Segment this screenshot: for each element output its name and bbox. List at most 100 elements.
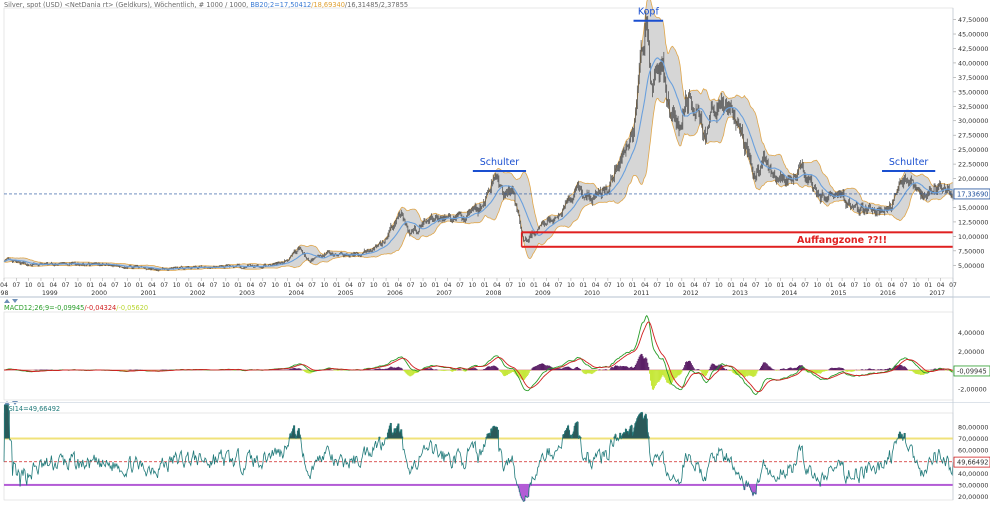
month-label: 04 — [789, 282, 797, 289]
month-label: 04 — [690, 282, 698, 289]
month-label: 04 — [937, 282, 945, 289]
header-part: /18,69340 — [311, 1, 345, 9]
year-label: 2007 — [436, 290, 452, 297]
price-axis-label: 47,50000 — [958, 16, 989, 24]
month-label: 04 — [641, 282, 649, 289]
month-label: 10 — [863, 282, 871, 289]
month-label: 01 — [777, 282, 785, 289]
month-label: 10 — [271, 282, 279, 289]
macd-axis-label: -2,00000 — [958, 385, 987, 393]
support-zone-upper-line — [521, 231, 953, 234]
month-label: 10 — [715, 282, 723, 289]
year-label: 2004 — [288, 290, 304, 297]
month-label: 07 — [505, 282, 513, 289]
month-label: 01 — [333, 282, 341, 289]
year-label: 2008 — [486, 290, 502, 297]
header-part: BB20;2=17,50412 — [250, 1, 311, 9]
month-label: 01 — [727, 282, 735, 289]
month-label: 07 — [259, 282, 267, 289]
month-label: 01 — [530, 282, 538, 289]
month-label: 10 — [567, 282, 575, 289]
month-label: 10 — [912, 282, 920, 289]
month-label: 07 — [358, 282, 366, 289]
header-part: Silver, spot (USD) <NetDania rt> (Geldku… — [4, 1, 250, 9]
price-axis-label: 45,00000 — [958, 31, 989, 39]
price-axis-label: 15,00000 — [958, 204, 989, 212]
macd-pane-expand-icon — [12, 299, 18, 303]
support-zone-label: Auffangzone ??!! — [797, 235, 887, 246]
month-label: 07 — [555, 282, 563, 289]
price-axis-label: 32,50000 — [958, 103, 989, 111]
month-label: 10 — [419, 282, 427, 289]
month-label: 10 — [222, 282, 230, 289]
rsi-header: RSI14=49,66492 — [4, 405, 60, 413]
month-label: 01 — [925, 282, 933, 289]
price-axis-label: 5,00000 — [958, 262, 984, 270]
month-label: 04 — [838, 282, 846, 289]
rsi-line — [3, 404, 954, 502]
header-part: /16,31485/2,37855 — [345, 1, 408, 9]
month-label: 01 — [185, 282, 193, 289]
macd-pane — [3, 311, 954, 401]
pane-divider — [0, 402, 990, 403]
macd-value-label: -0,09945 — [957, 368, 987, 376]
month-label: 07 — [900, 282, 908, 289]
last-price-label: 17,33690 — [957, 191, 988, 199]
year-label: 2016 — [880, 290, 896, 297]
month-label: 01 — [875, 282, 883, 289]
month-label: 10 — [25, 282, 33, 289]
month-label: 01 — [629, 282, 637, 289]
pattern-annotation: Schulter — [480, 157, 520, 168]
month-label: 10 — [370, 282, 378, 289]
year-label: 1999 — [42, 290, 58, 297]
month-label: 10 — [74, 282, 82, 289]
year-label: 2013 — [732, 290, 748, 297]
price-header: Silver, spot (USD) <NetDania rt> (Geldku… — [4, 1, 408, 9]
month-label: 10 — [814, 282, 822, 289]
header-part: /-0,05620 — [116, 304, 148, 312]
month-label: 10 — [764, 282, 772, 289]
month-label: 10 — [469, 282, 477, 289]
year-label: 2005 — [338, 290, 354, 297]
month-label: 01 — [37, 282, 45, 289]
month-label: 07 — [62, 282, 70, 289]
month-label: 04 — [0, 282, 8, 289]
year-label: 2002 — [190, 290, 206, 297]
macd-axis-label: 4,00000 — [958, 329, 984, 337]
year-label: 2006 — [387, 290, 403, 297]
month-label: 04 — [49, 282, 57, 289]
header-part: MACD12;26;9=-0,09945 — [4, 304, 84, 312]
macd-signal-line — [4, 321, 954, 393]
year-label: 2009 — [535, 290, 551, 297]
month-label: 04 — [345, 282, 353, 289]
year-label: 2012 — [683, 290, 699, 297]
month-label: 10 — [666, 282, 674, 289]
price-axis-label: 10,00000 — [958, 233, 989, 241]
month-label: 07 — [801, 282, 809, 289]
price-axis-label: 27,50000 — [958, 132, 989, 140]
month-label: 01 — [432, 282, 440, 289]
month-label: 07 — [851, 282, 859, 289]
price-axis-label: 12,50000 — [958, 218, 989, 226]
year-label: 2015 — [831, 290, 847, 297]
macd-header: MACD12;26;9=-0,09945/-0,04324/-0,05620 — [4, 304, 148, 312]
month-label: 07 — [13, 282, 21, 289]
month-label: 07 — [160, 282, 168, 289]
pattern-annotation: Schulter — [889, 157, 929, 168]
year-label: 2017 — [929, 290, 945, 297]
year-label: 2000 — [91, 290, 107, 297]
month-label: 07 — [456, 282, 464, 289]
rsi-value-label: 49,66492 — [957, 459, 988, 467]
rsi-axis-label: 70,00000 — [958, 435, 989, 443]
year-label: 1998 — [0, 290, 8, 297]
month-label: 01 — [284, 282, 292, 289]
month-label: 07 — [604, 282, 612, 289]
month-label: 01 — [86, 282, 94, 289]
month-label: 04 — [888, 282, 896, 289]
month-label: 07 — [210, 282, 218, 289]
price-axis-label: 37,50000 — [958, 74, 989, 82]
last-price-box — [953, 188, 990, 200]
rsi-axis-label: 80,00000 — [958, 423, 989, 431]
year-label: 2010 — [584, 290, 600, 297]
